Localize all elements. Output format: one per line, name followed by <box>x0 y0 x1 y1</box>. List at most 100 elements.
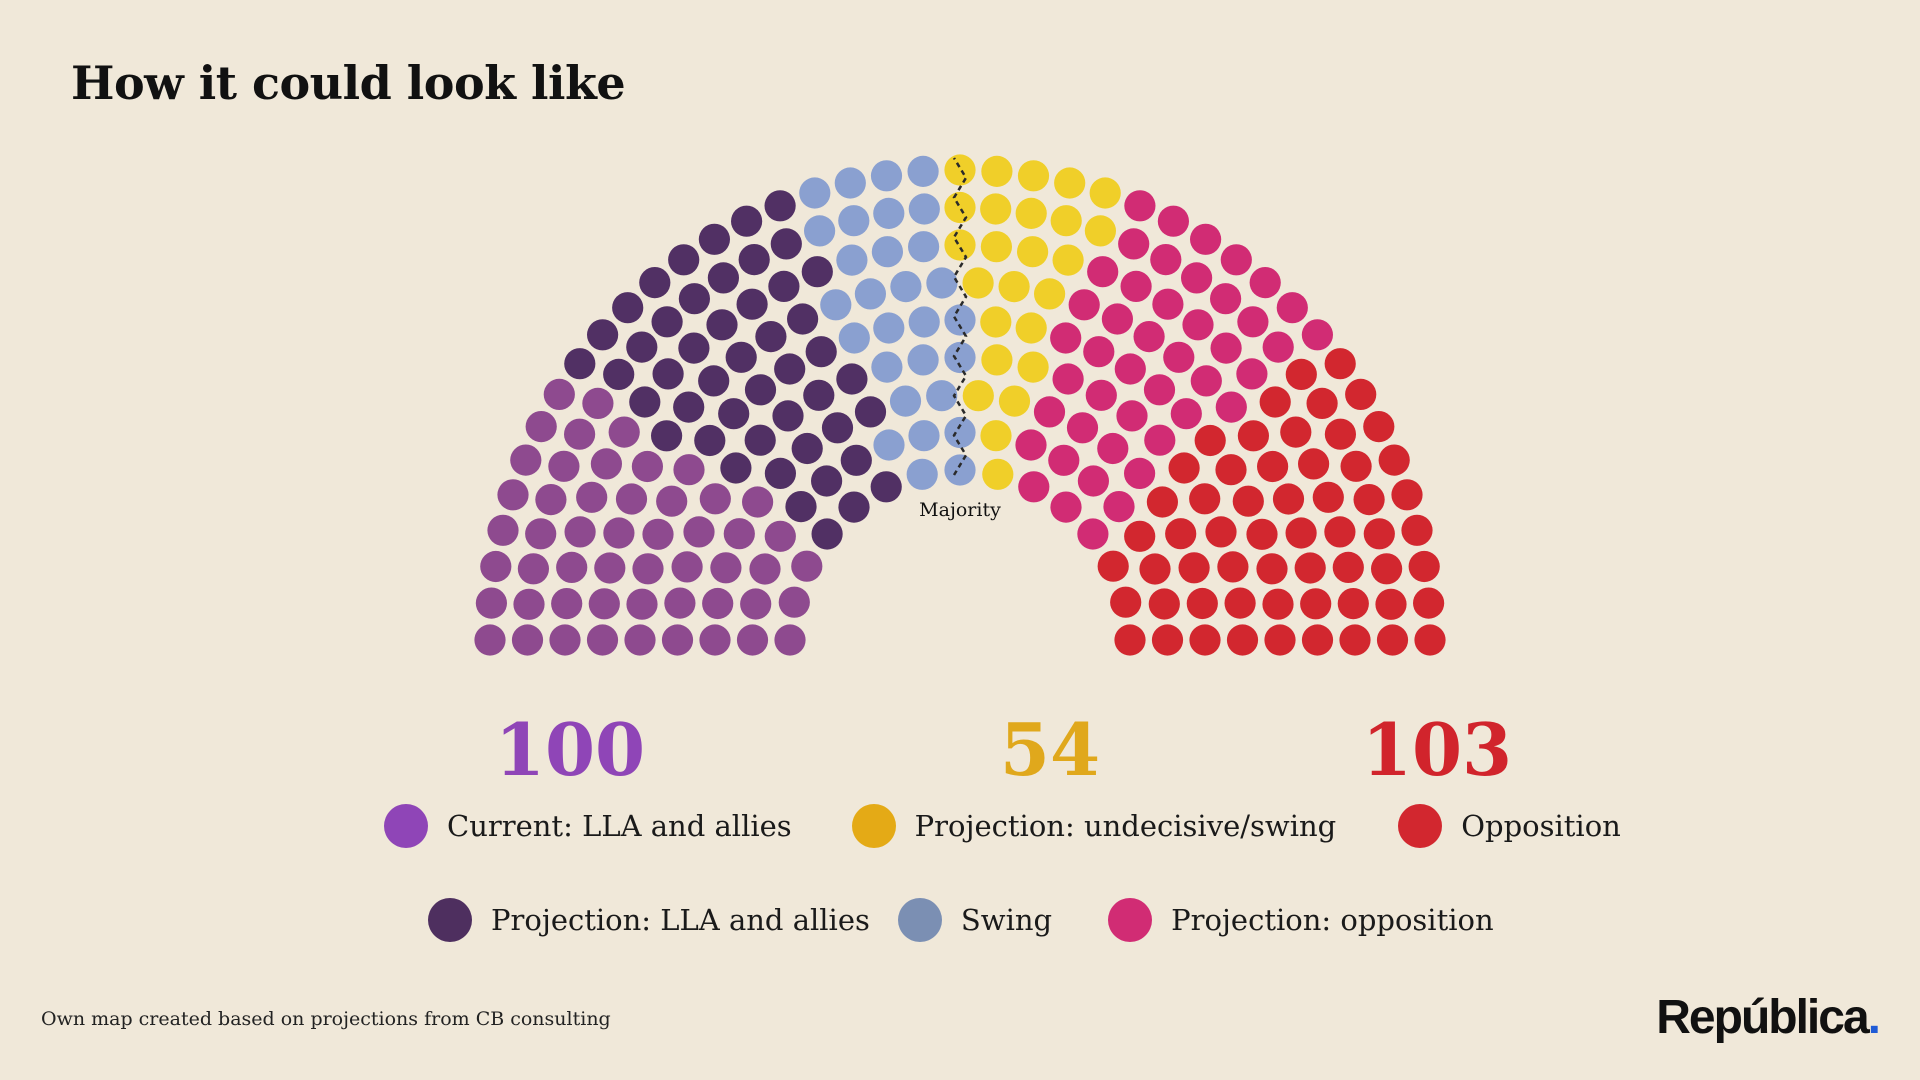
seat <box>803 379 835 411</box>
seat <box>834 167 866 199</box>
seat <box>906 458 938 490</box>
seat <box>1089 177 1121 209</box>
logo-text: República <box>1656 991 1869 1044</box>
seat <box>1084 215 1116 247</box>
seat <box>1237 420 1269 452</box>
seat <box>1272 483 1305 515</box>
seat <box>671 551 703 583</box>
seat <box>998 385 1031 417</box>
seat <box>736 288 768 320</box>
seat <box>838 205 870 237</box>
footnote: Own map created based on projections fro… <box>41 1008 611 1030</box>
seat <box>678 332 710 364</box>
seat <box>652 358 684 390</box>
seat <box>801 256 833 288</box>
total-lla: 100 <box>494 707 646 792</box>
legend-label-opposition: Opposition <box>1461 809 1621 843</box>
seat <box>944 191 976 224</box>
chart-title: How it could look like <box>71 56 626 110</box>
seat <box>626 331 658 363</box>
seat <box>1077 518 1109 550</box>
seat <box>1236 358 1268 390</box>
seat <box>1083 336 1115 368</box>
seat <box>1257 450 1289 483</box>
seat <box>1217 551 1249 583</box>
seat <box>1408 550 1440 583</box>
seat <box>1157 205 1189 237</box>
seat <box>840 444 872 476</box>
seat <box>944 304 976 336</box>
seat <box>1052 244 1084 276</box>
seat <box>1376 624 1409 656</box>
seat <box>549 624 581 656</box>
seat <box>629 386 661 418</box>
seat <box>664 587 696 619</box>
seat <box>980 193 1012 225</box>
seat <box>603 358 635 390</box>
seat <box>873 197 905 229</box>
seat <box>1052 363 1084 395</box>
seat <box>1294 552 1326 584</box>
seat <box>1148 588 1180 620</box>
seat <box>890 271 922 303</box>
seat <box>587 319 619 351</box>
seat <box>603 517 635 549</box>
seat <box>702 587 734 620</box>
seat <box>513 588 545 620</box>
seat <box>651 306 683 338</box>
seat <box>1220 244 1252 276</box>
seat <box>873 429 905 461</box>
seat <box>1300 588 1332 620</box>
seat <box>785 491 817 523</box>
seat <box>1182 309 1214 341</box>
seat <box>1033 396 1066 428</box>
seat <box>1306 387 1338 419</box>
republica-logo: República. <box>1656 990 1881 1045</box>
legend-item-projection-opposition: Projection: opposition <box>1108 898 1494 942</box>
total-opposition: 103 <box>1361 707 1513 792</box>
seat <box>1017 351 1049 383</box>
seat <box>588 588 620 620</box>
seat <box>1194 424 1226 457</box>
seat <box>1249 267 1281 299</box>
seat <box>683 516 715 548</box>
legend-row-1: Current: LLA and allies Projection: unde… <box>384 804 1621 848</box>
seat <box>1151 624 1184 656</box>
seat <box>1232 485 1264 517</box>
seat <box>1339 624 1371 656</box>
seat <box>804 215 836 247</box>
seat <box>1276 292 1308 324</box>
seat <box>1189 624 1221 656</box>
seat <box>1262 588 1294 620</box>
seat <box>1077 465 1109 497</box>
seat <box>1378 444 1410 476</box>
legend-item-current-lla: Current: LLA and allies <box>384 804 792 848</box>
seat <box>1298 448 1330 480</box>
legend-label-projection-opposition: Projection: opposition <box>1171 903 1494 937</box>
seat <box>1015 429 1047 461</box>
seat <box>548 450 580 482</box>
seat <box>870 160 903 192</box>
legend-item-opposition: Opposition <box>1398 804 1621 848</box>
total-swing: 54 <box>999 707 1101 792</box>
seat <box>768 270 800 302</box>
seat <box>673 391 705 423</box>
seat <box>738 244 770 276</box>
seat <box>731 205 763 237</box>
seat <box>1124 457 1156 489</box>
seat <box>1205 516 1237 548</box>
seat <box>626 588 658 620</box>
seat <box>944 229 976 261</box>
seat <box>510 444 542 476</box>
seat <box>615 483 648 515</box>
seat <box>1226 624 1259 656</box>
seat <box>908 420 940 452</box>
seat <box>497 479 529 511</box>
seat <box>1152 288 1184 320</box>
seat <box>1401 514 1433 546</box>
seat <box>1414 624 1446 656</box>
seat <box>1146 486 1178 518</box>
seat <box>673 454 705 486</box>
seat <box>661 624 694 656</box>
seat <box>1050 322 1082 354</box>
